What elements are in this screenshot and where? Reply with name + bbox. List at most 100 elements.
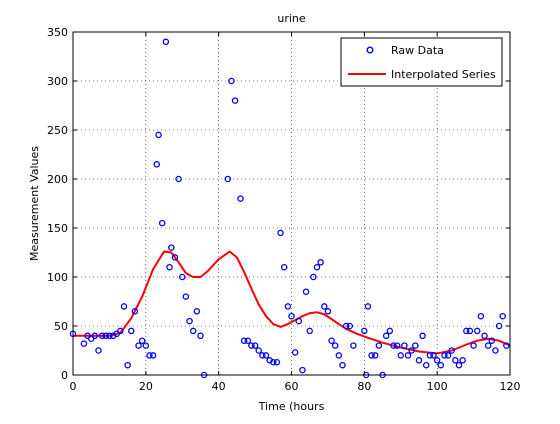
raw-data-point — [412, 342, 419, 349]
y-axis-label: Measurement Values — [28, 146, 41, 261]
raw-data-point — [444, 352, 452, 359]
raw-data-point — [321, 303, 328, 310]
raw-data-point — [102, 332, 110, 340]
raw-data-point — [168, 244, 175, 251]
raw-data-point — [310, 273, 317, 281]
y-tick-label: 100 — [47, 271, 68, 284]
raw-data-point — [171, 254, 179, 261]
raw-data-point — [155, 131, 162, 139]
raw-data-point — [284, 303, 292, 310]
y-tick-label: 50 — [54, 320, 68, 333]
y-tick-label: 250 — [47, 124, 68, 137]
raw-data-point — [149, 352, 157, 359]
x-tick-label: 100 — [427, 380, 448, 393]
y-tick-label: 150 — [47, 222, 68, 235]
raw-data-point — [495, 322, 503, 330]
raw-data-point — [240, 337, 248, 344]
series-layer — [69, 38, 511, 379]
raw-data-point — [120, 303, 128, 310]
raw-data-point — [193, 308, 201, 315]
raw-data-point — [361, 327, 368, 335]
raw-data-point — [492, 347, 499, 354]
raw-data-point — [197, 332, 204, 340]
raw-data-point — [368, 352, 375, 359]
ticks: 0 20 40 60 80 100 120 0 50 100 150 200 250 300 350 — [47, 26, 521, 393]
raw-data-point — [142, 342, 150, 349]
x-tick-label: 0 — [70, 380, 77, 393]
raw-data-point — [452, 357, 459, 364]
x-tick-label: 120 — [500, 380, 521, 393]
raw-data-point — [251, 342, 259, 349]
chart-title: urine — [277, 12, 306, 25]
y-tick-label: 350 — [47, 26, 68, 39]
raw-data-point — [259, 352, 266, 359]
raw-data-point — [477, 312, 485, 320]
raw-data-point — [255, 347, 262, 354]
raw-data-point — [280, 263, 288, 271]
raw-data-point — [98, 332, 106, 340]
legend-box — [340, 37, 503, 87]
raw-data-point — [441, 352, 448, 359]
raw-data-point — [390, 342, 397, 349]
raw-data-point — [153, 161, 161, 168]
raw-data-point — [178, 273, 186, 281]
raw-data-point — [277, 229, 284, 237]
raw-data-point — [382, 332, 390, 340]
raw-data-point — [404, 352, 412, 359]
raw-data-point — [106, 332, 113, 340]
raw-data-point — [455, 361, 463, 369]
raw-data-point — [339, 361, 346, 369]
raw-data-point — [295, 317, 303, 325]
raw-data-point — [408, 347, 415, 354]
raw-data-point — [231, 97, 239, 104]
raw-data-point — [401, 342, 408, 349]
raw-data-point — [182, 293, 190, 300]
raw-data-point — [422, 361, 430, 369]
raw-data-point — [426, 352, 434, 359]
raw-data-point — [237, 195, 244, 202]
raw-data-point — [331, 342, 339, 349]
raw-data-point — [503, 342, 510, 349]
x-axis-label: Time (hours — [258, 400, 325, 413]
legend: Raw Data Interpolated Series — [340, 37, 503, 87]
y-tick-label: 0 — [61, 369, 68, 382]
raw-data-point — [158, 219, 166, 227]
raw-data-point — [342, 322, 350, 330]
raw-data-point — [306, 327, 313, 335]
raw-data-point — [484, 342, 492, 349]
raw-data-point — [372, 352, 379, 359]
raw-data-point — [270, 359, 277, 366]
raw-data-point — [128, 327, 135, 335]
raw-data-point — [459, 357, 466, 364]
x-tick-label: 20 — [139, 380, 153, 393]
raw-data-point — [166, 263, 173, 271]
raw-data-point — [146, 352, 153, 359]
raw-data-point — [175, 175, 182, 183]
raw-data-point — [317, 259, 324, 266]
raw-data-point — [95, 347, 102, 354]
raw-data-point — [262, 352, 270, 359]
raw-data-point — [124, 361, 131, 369]
raw-data-point — [335, 352, 343, 359]
raw-data-point — [419, 332, 426, 340]
raw-data-point — [324, 308, 332, 315]
x-tick-label: 40 — [212, 380, 226, 393]
raw-data-point — [273, 359, 281, 366]
raw-data-point — [299, 366, 306, 374]
raw-data-point — [346, 322, 354, 330]
raw-data-point — [470, 342, 477, 349]
raw-data-point — [350, 342, 357, 349]
raw-data-point — [473, 327, 481, 335]
raw-data-point — [437, 361, 445, 369]
raw-data-point — [135, 342, 142, 349]
x-tick-label: 60 — [285, 380, 299, 393]
raw-data-point — [481, 332, 488, 340]
raw-data-point — [302, 288, 310, 295]
raw-data-point — [248, 342, 255, 349]
legend-interpolated-label: Interpolated Series — [391, 68, 496, 81]
raw-data-point — [224, 175, 232, 183]
raw-data-point — [117, 327, 124, 335]
raw-data-point — [430, 352, 437, 359]
raw-data-point — [488, 337, 496, 344]
